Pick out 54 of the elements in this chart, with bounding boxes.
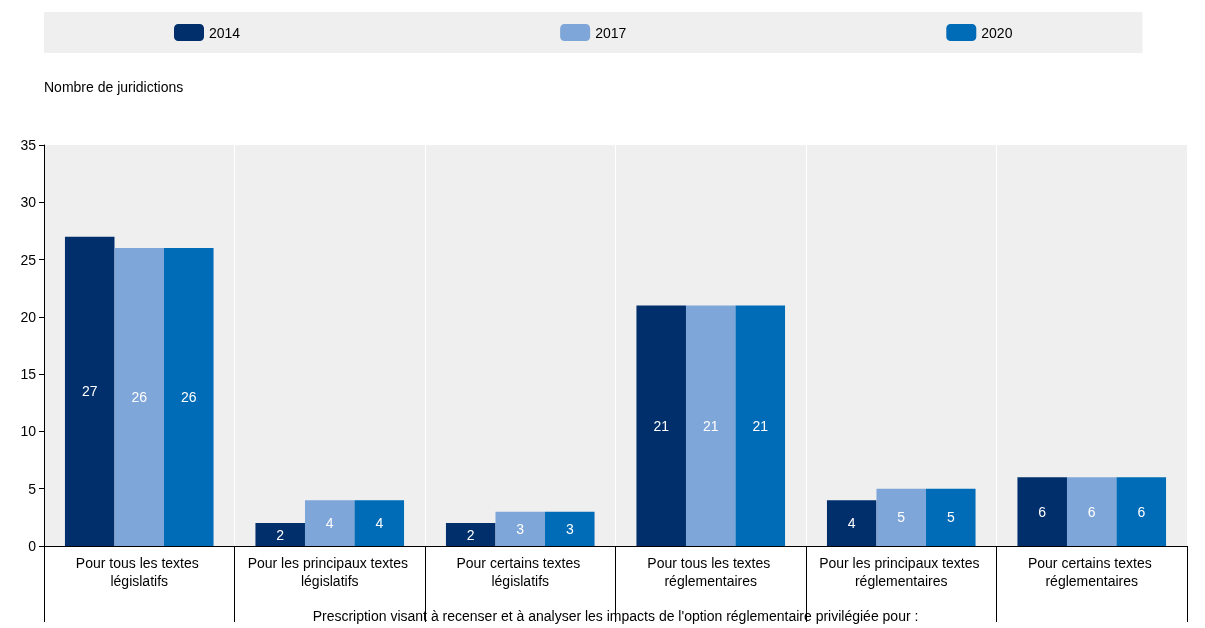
x-tick-label: Pour tous les textes réglementaires xyxy=(647,555,775,589)
x-tick-label: Pour les principaux textes réglementaires xyxy=(819,555,984,589)
bar xyxy=(545,511,595,546)
x-tick-label: Pour les principaux textes législatifs xyxy=(247,555,412,589)
data-label: 26 xyxy=(180,389,197,406)
bar xyxy=(1017,477,1067,546)
x-tick-label: Pour tous les textes législatifs xyxy=(75,555,203,589)
bar xyxy=(354,500,405,546)
bar xyxy=(735,305,786,546)
data-label: 5 xyxy=(946,509,955,526)
bar xyxy=(445,523,496,546)
y-tick-label: 20 xyxy=(20,308,37,325)
bar xyxy=(636,305,686,546)
y-tick-label: 35 xyxy=(20,137,37,153)
bar xyxy=(255,523,305,546)
bar xyxy=(876,488,927,546)
legend-label: 2017 xyxy=(595,24,627,41)
data-label: 2 xyxy=(276,526,285,543)
bar xyxy=(304,500,355,546)
data-label: 4 xyxy=(325,515,334,532)
data-label: 4 xyxy=(847,515,856,532)
bar xyxy=(114,248,165,546)
bar xyxy=(164,248,214,546)
data-label: 2 xyxy=(466,526,475,543)
data-label: 21 xyxy=(752,417,769,434)
legend-label: 2020 xyxy=(981,24,1013,41)
data-label: 21 xyxy=(653,417,670,434)
y-tick-label: 15 xyxy=(20,366,37,383)
bar xyxy=(826,500,877,546)
y-tick-label: 0 xyxy=(28,538,37,554)
y-axis-title: Nombre de juridictions xyxy=(44,79,184,95)
data-label: 21 xyxy=(702,417,719,434)
bar xyxy=(1116,477,1167,546)
data-label: 4 xyxy=(375,515,384,532)
y-tick-label: 25 xyxy=(20,251,37,268)
bar xyxy=(1066,477,1117,546)
data-label: 3 xyxy=(516,520,525,537)
y-tick-label: 10 xyxy=(20,423,37,440)
data-label: 6 xyxy=(1137,503,1146,520)
bar xyxy=(64,236,115,546)
bar xyxy=(685,305,736,546)
data-label: 6 xyxy=(1087,503,1096,520)
legend-label: 2014 xyxy=(209,24,241,41)
data-label: 26 xyxy=(131,389,148,406)
bar xyxy=(495,511,546,546)
data-label: 27 xyxy=(81,383,98,400)
data-label: 5 xyxy=(897,509,906,526)
data-label: 3 xyxy=(565,520,574,537)
x-tick-label: Pour certains textes réglementaires xyxy=(1027,555,1156,589)
data-label: 6 xyxy=(1038,503,1047,520)
y-tick-label: 5 xyxy=(28,480,37,497)
x-tick-label: Pour certains textes législatifs xyxy=(456,555,585,589)
bar xyxy=(926,488,976,546)
y-tick-label: 30 xyxy=(20,194,37,211)
